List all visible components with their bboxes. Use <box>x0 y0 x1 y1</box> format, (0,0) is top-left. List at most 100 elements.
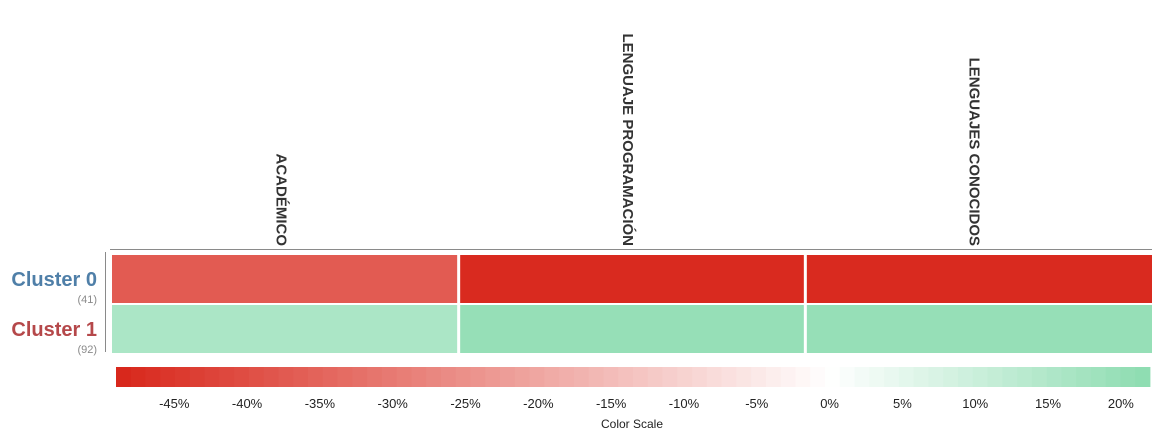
row-count: (41) <box>77 294 97 306</box>
color-scale-step <box>913 367 929 387</box>
color-scale-step <box>1002 367 1018 387</box>
color-scale-tick-label: 15% <box>1035 396 1061 411</box>
color-scale-step <box>544 367 560 387</box>
color-scale-step <box>1120 367 1136 387</box>
color-scale-title: Color Scale <box>601 417 663 431</box>
color-scale-step <box>175 367 191 387</box>
color-scale-step <box>1061 367 1077 387</box>
color-scale-step <box>396 367 412 387</box>
color-scale-legend: -45% -40% -35% -30% -25% -20% -15% -10% -5% 0% 5% 1… <box>116 367 1151 431</box>
color-scale-step <box>573 367 590 387</box>
row-labels: Cluster 0 (41) Cluster 1 (92) <box>11 252 106 356</box>
color-scale-tick-label: -25% <box>450 396 481 411</box>
heatmap-cell[interactable] <box>460 305 804 353</box>
heatmap-cell[interactable] <box>806 255 1152 303</box>
color-scale-tick-label: -45% <box>159 396 190 411</box>
heatmap-cell[interactable] <box>112 305 458 353</box>
color-scale-step <box>308 367 324 387</box>
color-scale-step <box>721 367 737 387</box>
color-scale-step <box>677 367 693 387</box>
color-scale-step <box>514 367 530 387</box>
color-scale-step <box>352 367 368 387</box>
color-scale-step <box>706 367 723 387</box>
color-scale-step <box>588 367 604 387</box>
color-scale-step <box>411 367 427 387</box>
color-scale-step <box>928 367 944 387</box>
color-scale-step <box>633 367 649 387</box>
color-scale-step <box>603 367 619 387</box>
column-label: LENGUAJE PROGRAMACIÓN <box>619 33 637 246</box>
color-scale-tick-label: 20% <box>1108 396 1134 411</box>
color-scale-step <box>248 367 265 387</box>
color-scale-step <box>869 367 885 387</box>
color-scale-step <box>854 367 870 387</box>
color-scale-step <box>559 367 575 387</box>
column-label: LENGUAJES CONOCIDOS <box>966 58 983 246</box>
row-label: Cluster 0 <box>11 269 97 291</box>
color-scale-step <box>1076 367 1092 387</box>
color-scale-tick-label: 10% <box>962 396 988 411</box>
color-scale-step <box>263 367 279 387</box>
color-scale-step <box>116 367 132 387</box>
color-scale-step <box>884 367 900 387</box>
color-scale-tick-label: -30% <box>378 396 409 411</box>
color-scale-step <box>440 367 457 387</box>
color-scale-tick-label: -10% <box>669 396 700 411</box>
color-scale-tick-label: -40% <box>232 396 263 411</box>
color-scale-step <box>825 367 841 387</box>
row-label: Cluster 1 <box>11 319 97 341</box>
color-scale-step <box>234 367 250 387</box>
color-scale-step <box>160 367 176 387</box>
heatmap-cell[interactable] <box>112 255 458 303</box>
color-scale-step <box>1105 367 1121 387</box>
color-scale-step <box>736 367 752 387</box>
color-scale-step <box>1090 367 1107 387</box>
heatmap-grid <box>112 255 1152 353</box>
color-scale-step <box>1017 367 1033 387</box>
color-scale-step <box>219 367 235 387</box>
color-scale-step <box>662 367 678 387</box>
color-scale-step <box>189 367 206 387</box>
color-scale-step <box>470 367 486 387</box>
color-scale-tick-label: -15% <box>596 396 627 411</box>
color-scale-step <box>972 367 988 387</box>
column-labels: ACADÉMICO LENGUAJE PROGRAMACIÓN LENGUAJES … <box>110 33 1152 250</box>
color-scale-tick-label: 5% <box>893 396 912 411</box>
color-scale-step <box>130 367 146 387</box>
color-scale-step <box>780 367 796 387</box>
color-scale-step <box>367 367 383 387</box>
heatmap-cell[interactable] <box>460 255 804 303</box>
color-scale-tick-label: 0% <box>820 396 839 411</box>
color-scale-step <box>810 367 826 387</box>
color-scale-step <box>765 367 782 387</box>
color-scale-step <box>145 367 161 387</box>
color-scale-step <box>426 367 442 387</box>
color-scale-step <box>839 367 855 387</box>
heatmap-cell[interactable] <box>806 305 1152 353</box>
color-scale-step <box>647 367 663 387</box>
color-scale-step <box>485 367 501 387</box>
column-label: ACADÉMICO <box>272 154 289 247</box>
color-scale-tick-label: -35% <box>305 396 336 411</box>
row-count: (92) <box>77 344 97 356</box>
color-scale-step <box>293 367 309 387</box>
color-scale-step <box>618 367 634 387</box>
color-scale-step <box>898 367 915 387</box>
color-scale-step <box>795 367 811 387</box>
color-scale-step <box>322 367 338 387</box>
color-scale-step <box>278 367 294 387</box>
color-scale-step <box>500 367 516 387</box>
color-scale-tick-label: -20% <box>523 396 554 411</box>
color-scale-step <box>337 367 353 387</box>
color-scale-tick-label: -5% <box>745 396 769 411</box>
color-scale-step <box>692 367 708 387</box>
color-scale-step <box>1135 367 1151 387</box>
color-scale-step <box>957 367 974 387</box>
color-scale-step <box>987 367 1003 387</box>
color-scale-step <box>529 367 545 387</box>
color-scale-step <box>751 367 767 387</box>
color-scale-step <box>455 367 471 387</box>
color-scale-step <box>943 367 959 387</box>
color-scale-step <box>381 367 398 387</box>
